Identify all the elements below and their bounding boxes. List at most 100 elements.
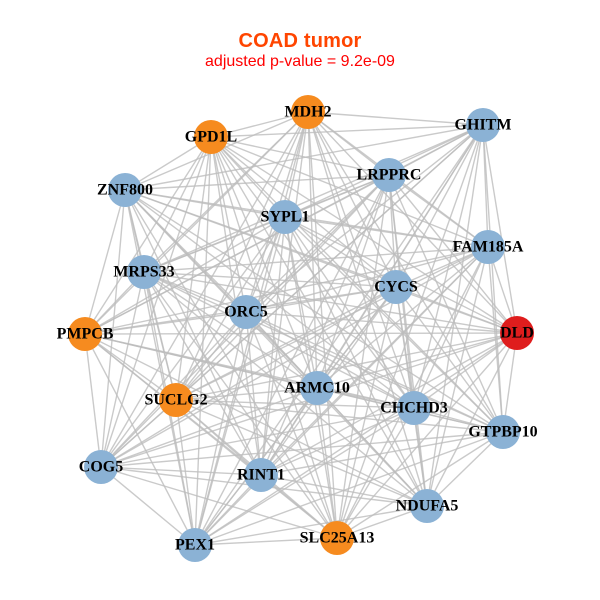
- edge-znf800-rint1: [124, 189, 262, 476]
- edge-chchd3-slc25a13: [336, 407, 415, 539]
- edge-cycs-dld: [395, 286, 518, 334]
- edge-sypl1-fam185a: [284, 216, 489, 248]
- edge-armc10-ndufa5: [316, 387, 428, 507]
- edge-sypl1-pmpcb: [84, 216, 286, 335]
- edge-dld-armc10: [316, 332, 518, 389]
- edge-sypl1-chchd3: [284, 216, 415, 409]
- edge-suclg2-chchd3: [175, 399, 415, 409]
- edge-mrps33-slc25a13: [143, 271, 338, 539]
- edge-gpd1l-orc5: [210, 136, 247, 313]
- edge-lrpprc-pex1: [194, 174, 390, 546]
- edge-sypl1-ndufa5: [284, 216, 428, 507]
- node-gpd1l: [194, 120, 228, 154]
- edge-lrpprc-armc10: [316, 174, 390, 389]
- edge-dld-ndufa5: [426, 332, 518, 507]
- node-cog5: [84, 450, 118, 484]
- edge-dld-chchd3: [413, 332, 518, 409]
- edge-dld-rint1: [260, 332, 518, 476]
- edge-chchd3-cog5: [100, 407, 415, 468]
- node-pmpcb: [68, 317, 102, 351]
- edge-gpd1l-cog5: [100, 136, 212, 468]
- edge-orc5-chchd3: [245, 311, 415, 409]
- edge-mdh2-dld: [307, 111, 518, 334]
- node-label-orc5: ORC5: [224, 304, 268, 321]
- edge-gpd1l-lrpprc: [210, 136, 390, 176]
- edge-sypl1-rint1: [260, 216, 286, 476]
- edge-cog5-rint1: [100, 466, 262, 476]
- node-orc5: [229, 295, 263, 329]
- node-label-gtpbp10: GTPBP10: [468, 424, 537, 441]
- edge-pmpcb-ndufa5: [84, 333, 428, 507]
- edge-cog5-pex1: [100, 466, 196, 546]
- node-label-mrps33: MRPS33: [113, 264, 174, 281]
- edge-pex1-slc25a13: [194, 537, 338, 546]
- edge-ghitm-dld: [482, 124, 518, 334]
- node-label-fam185a: FAM185A: [453, 239, 524, 256]
- node-rint1: [244, 458, 278, 492]
- edge-lrpprc-slc25a13: [336, 174, 390, 539]
- plot-title: COAD tumor: [238, 30, 362, 52]
- node-sypl1: [268, 200, 302, 234]
- edge-gtpbp10-ndufa5: [426, 431, 504, 507]
- node-label-ndufa5: NDUFA5: [396, 498, 459, 515]
- node-label-chchd3: CHCHD3: [380, 400, 448, 417]
- edge-ghitm-cycs: [395, 124, 484, 288]
- edge-gtpbp10-rint1: [260, 431, 504, 476]
- edge-armc10-suclg2: [175, 387, 318, 401]
- node-znf800: [108, 173, 142, 207]
- node-label-cog5: COG5: [79, 459, 123, 476]
- node-cycs: [379, 270, 413, 304]
- node-fam185a: [471, 230, 505, 264]
- edge-mdh2-cycs: [307, 111, 397, 288]
- edge-lrpprc-rint1: [260, 174, 390, 476]
- edge-chchd3-rint1: [260, 407, 415, 476]
- plot-subtitle: adjusted p-value = 9.2e-09: [205, 53, 395, 70]
- edge-lrpprc-orc5: [245, 174, 390, 313]
- node-ndufa5: [410, 489, 444, 523]
- node-slc25a13: [320, 521, 354, 555]
- edge-lrpprc-ndufa5: [388, 174, 428, 507]
- edge-pmpcb-suclg2: [84, 333, 177, 401]
- edge-pmpcb-cog5: [84, 333, 102, 468]
- edge-fam185a-suclg2: [175, 246, 489, 401]
- edge-fam185a-pex1: [194, 246, 489, 546]
- node-lrpprc: [372, 158, 406, 192]
- edge-cycs-suclg2: [175, 286, 397, 401]
- edge-znf800-dld: [124, 189, 518, 334]
- edge-ghitm-slc25a13: [336, 124, 484, 539]
- edge-mrps33-gtpbp10: [143, 271, 504, 433]
- edge-orc5-slc25a13: [245, 311, 338, 539]
- node-label-pmpcb: PMPCB: [57, 326, 114, 343]
- edge-rint1-ndufa5: [260, 474, 428, 507]
- edge-fam185a-orc5: [245, 246, 489, 313]
- node-label-mdh2: MDH2: [284, 104, 331, 121]
- edge-sypl1-cog5: [100, 216, 286, 468]
- edge-suclg2-ndufa5: [175, 399, 428, 507]
- node-label-lrpprc: LRPPRC: [357, 167, 422, 184]
- node-mdh2: [291, 95, 325, 129]
- edge-fam185a-armc10: [316, 246, 489, 389]
- edge-cycs-gtpbp10: [395, 286, 504, 433]
- node-label-znf800: ZNF800: [97, 182, 153, 199]
- edge-mrps33-suclg2: [143, 271, 177, 401]
- edge-mrps33-cycs: [143, 271, 397, 288]
- edge-znf800-slc25a13: [124, 189, 338, 539]
- node-chchd3: [397, 391, 431, 425]
- edge-gpd1l-fam185a: [210, 136, 489, 248]
- node-armc10: [300, 371, 334, 405]
- edge-mrps33-cog5: [100, 271, 145, 468]
- node-mrps33: [127, 255, 161, 289]
- node-ghitm: [466, 108, 500, 142]
- node-label-suclg2: SUCLG2: [144, 392, 207, 409]
- edge-lrpprc-cycs: [388, 174, 397, 288]
- edge-lrpprc-fam185a: [388, 174, 489, 248]
- edge-sypl1-cycs: [284, 216, 397, 288]
- edge-znf800-pmpcb: [84, 189, 126, 335]
- edge-mrps33-armc10: [143, 271, 318, 389]
- edge-gpd1l-mrps33: [143, 136, 212, 273]
- edge-fam185a-cog5: [100, 246, 489, 468]
- labels-layer: MDH2 GPD1L GHITM ZNF800 LRPPRC SYPL1 FAM185A MR…: [57, 104, 538, 554]
- node-label-pex1: PEX1: [175, 537, 215, 554]
